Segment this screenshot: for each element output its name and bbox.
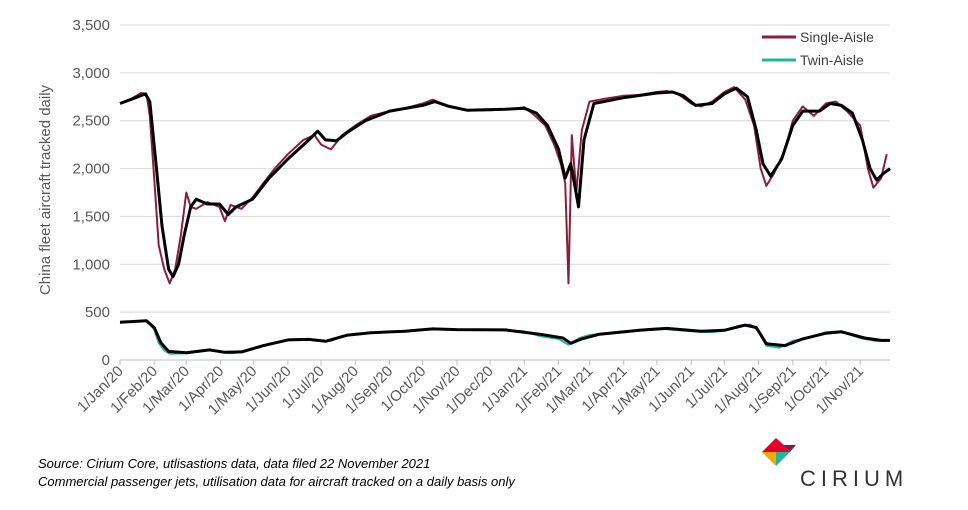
- y-tick-label: 2,500: [72, 113, 110, 130]
- legend-label-single-aisle: Single-Aisle: [800, 29, 874, 45]
- data-note: Commercial passenger jets, utilisation d…: [38, 474, 515, 489]
- logo-mark-left: [762, 452, 776, 466]
- y-axis-label: China fleet aircraft tracked daily: [37, 84, 54, 295]
- series-lines: [119, 86, 891, 355]
- logo-mark-top: [762, 438, 790, 452]
- logo-mark-accent: [776, 438, 796, 452]
- y-tick-label: 1,000: [72, 256, 110, 273]
- x-axis-ticks: 1/Jan/201/Feb/201/Mar/201/Apr/201/May/20…: [74, 360, 867, 418]
- legend-label-twin-aisle: Twin-Aisle: [800, 52, 864, 68]
- y-tick-label: 3,000: [72, 65, 110, 82]
- logo-mark-bottom: [776, 452, 790, 466]
- series-single-aisle: [119, 86, 888, 285]
- y-tick-label: 0: [102, 352, 110, 369]
- cirium-logo: CIRIUM: [762, 438, 908, 491]
- source-note: Source: Cirium Core, utlisastions data, …: [38, 456, 431, 471]
- gridlines: [120, 24, 890, 361]
- series-twin-aisle: [119, 319, 887, 355]
- y-tick-label: 2,000: [72, 161, 110, 178]
- y-tick-label: 1,500: [72, 208, 110, 225]
- y-axis-ticks: 0 500 1,000 1,500 2,000 2,500 3,000 3,500: [72, 17, 110, 369]
- y-tick-label: 3,500: [72, 17, 110, 34]
- series-twin-aisle-average: [119, 319, 890, 355]
- series-single-aisle-average: [119, 86, 891, 279]
- legend: Single-Aisle Twin-Aisle: [762, 29, 874, 68]
- logo-wordmark: CIRIUM: [800, 466, 908, 491]
- y-tick-label: 500: [85, 304, 110, 321]
